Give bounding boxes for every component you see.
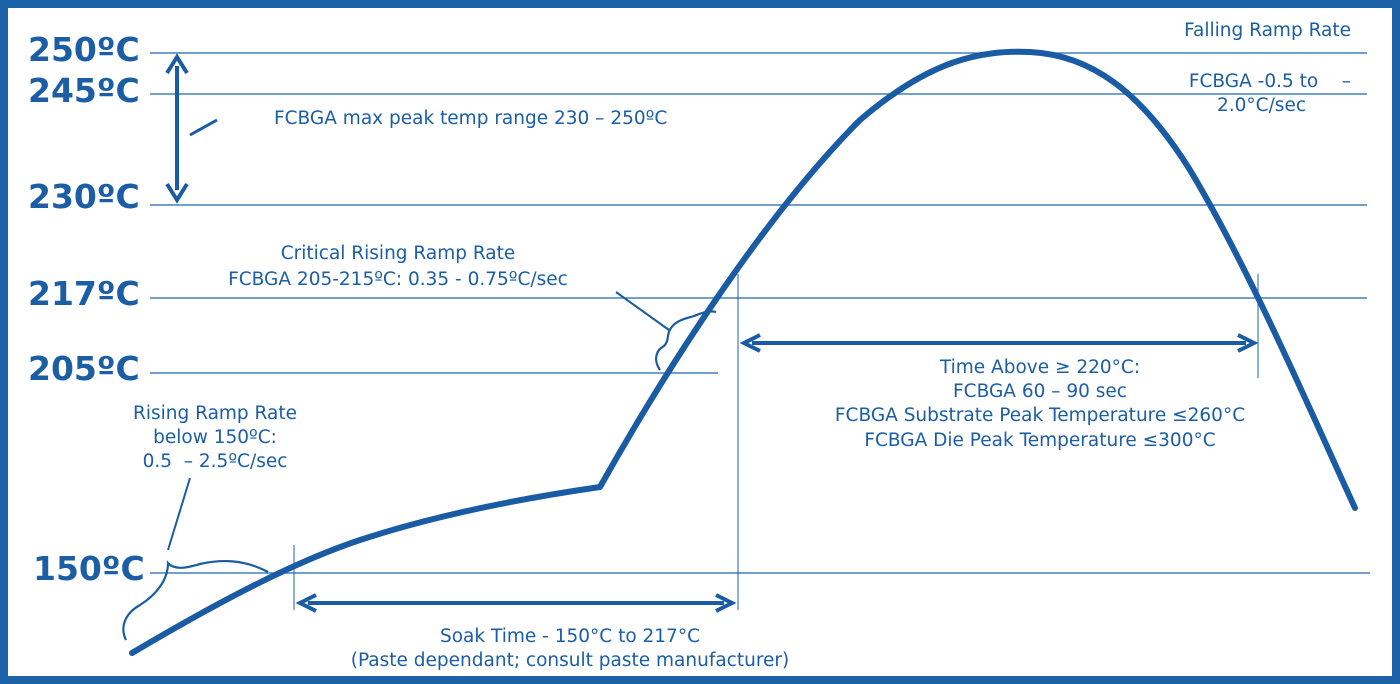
falling-ramp-line1: FCBGA -0.5 to – (1189, 71, 1351, 92)
rising-ramp-rate: 0.5 – 2.5ºC/sec (143, 451, 288, 472)
max-peak-label: FCBGA max peak temp range 230 – 250ºC (274, 108, 667, 129)
temp-label-245: 245ºC (28, 71, 140, 110)
soak-time-arrow (295, 593, 737, 613)
temp-label-205: 205ºC (28, 349, 140, 388)
rising-ramp-range: below 150ºC: (153, 427, 277, 448)
time-above-substrate: FCBGA Substrate Peak Temperature ≤260°C (835, 405, 1245, 426)
reflow-profile-curve (129, 48, 1358, 656)
falling-ramp-title: Falling Ramp Rate (1184, 20, 1351, 41)
time-above-title: Time Above ≥ 220°C: (939, 357, 1140, 378)
critical-ramp-brace (615, 291, 717, 371)
temp-label-250: 250ºC (28, 30, 140, 69)
time-above-die: FCBGA Die Peak Temperature ≤300°C (864, 430, 1215, 451)
peak-range-pointer (189, 118, 218, 137)
temp-label-230: 230ºC (28, 177, 140, 216)
soak-time-note: (Paste dependant; consult paste manufact… (351, 650, 789, 671)
rising-ramp-brace (122, 477, 269, 641)
rising-ramp-title: Rising Ramp Rate (133, 403, 297, 424)
temp-label-150: 150ºC (33, 549, 145, 588)
time-above-arrow (739, 333, 1259, 353)
temp-label-217: 217ºC (28, 274, 140, 313)
time-above-range: FCBGA 60 – 90 sec (953, 381, 1127, 402)
critical-ramp-detail: FCBGA 205-215ºC: 0.35 - 0.75ºC/sec (228, 269, 568, 290)
falling-ramp-line2: 2.0°C/sec (1217, 95, 1306, 116)
soak-time-title: Soak Time - 150°C to 217°C (440, 626, 700, 647)
critical-ramp-title: Critical Rising Ramp Rate (281, 243, 516, 264)
peak-range-arrow (165, 53, 189, 204)
